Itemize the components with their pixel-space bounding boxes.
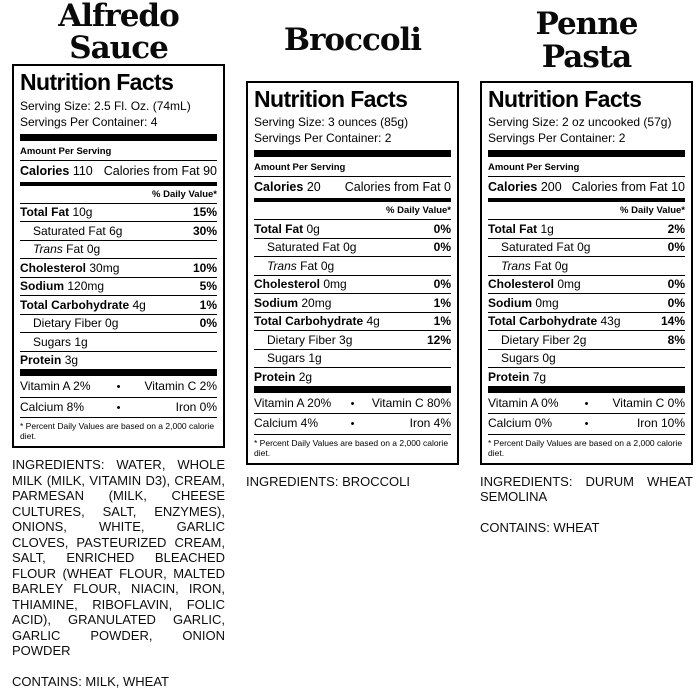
nutrient-row-total-fat: Total Fat 0g 0%: [254, 220, 451, 239]
calories-label: Calories: [254, 180, 304, 195]
nutrient-row-cholesterol: Cholesterol 0mg 0%: [488, 276, 685, 295]
nutrient-row-saturated-fat: Saturated Fat 6g 30%: [20, 222, 217, 241]
nutrient-row-cholesterol: Cholesterol 30mg 10%: [20, 259, 217, 278]
mineral-row: Calcium 4% • Iron 4%: [254, 414, 451, 435]
calories-label: Calories: [488, 180, 538, 195]
nutrition-label-alfredo-sauce: Nutrition Facts Serving Size: 2.5 Fl. Oz…: [12, 64, 225, 449]
nutrient-row-sugars: Sugars 1g: [254, 350, 451, 369]
calories-value: Calories 200: [488, 180, 562, 195]
nutrient-row-protein: Protein 7g: [488, 369, 547, 384]
bullet-icon: •: [116, 381, 121, 394]
daily-value-header: % Daily Value*: [488, 202, 685, 221]
servings-per-container: Servings Per Container: 2: [254, 131, 392, 146]
nutrient-row-protein: Protein 3g: [20, 353, 79, 368]
calories-from-fat: Calories from Fat 10: [571, 180, 685, 195]
thick-divider-bar: [254, 150, 451, 158]
nutrient-row-total-carbohydrate: Total Carbohydrate 4g 1%: [254, 313, 451, 332]
nutrition-label-penne-pasta: Nutrition Facts Serving Size: 2 oz uncoo…: [480, 81, 693, 465]
nutrition-facts-heading: Nutrition Facts: [488, 86, 642, 112]
nutrition-labels-page: Alfredo Sauce Nutrition Facts Serving Si…: [12, 0, 693, 689]
nutrient-row-trans-fat: Trans Fat 0g: [20, 241, 217, 260]
calories-value: Calories 20: [254, 180, 321, 195]
contains-text: CONTAINS: MILK, WHEAT: [12, 673, 169, 689]
nutrient-row-saturated-fat: Saturated Fat 0g 0%: [254, 239, 451, 258]
vitamin-row: Vitamin A 20% • Vitamin C 80%: [254, 394, 451, 415]
thick-divider-bar: [20, 133, 217, 141]
nutrient-row-total-fat: Total Fat 10g 15%: [20, 204, 217, 223]
nutrient-row-sugars: Sugars 1g: [20, 333, 217, 352]
ingredients-text: INGREDIENTS: WATER, WHOLE MILK (MILK, VI…: [12, 457, 225, 659]
thick-divider-bar: [20, 369, 217, 377]
calories-from-fat: Calories from Fat 0: [344, 180, 451, 195]
servings-per-container: Servings Per Container: 2: [488, 131, 626, 146]
thick-divider-bar: [488, 385, 685, 393]
nutrient-row-sodium: Sodium 0mg 0%: [488, 294, 685, 313]
bullet-icon: •: [350, 418, 355, 431]
calories-from-fat: Calories from Fat 90: [103, 163, 217, 178]
column-alfredo-sauce: Alfredo Sauce Nutrition Facts Serving Si…: [12, 0, 225, 689]
calories-row: Calories 200 Calories from Fat 10: [488, 177, 685, 197]
bullet-icon: •: [584, 397, 589, 410]
daily-value-header: % Daily Value*: [254, 202, 451, 221]
vitamin-row: Vitamin A 0% • Vitamin C 0%: [488, 394, 685, 415]
nutrient-row-sodium: Sodium 20mg 1%: [254, 294, 451, 313]
food-title-broccoli: Broccoli: [283, 22, 422, 59]
nutrient-row-total-fat: Total Fat 1g 2%: [488, 220, 685, 239]
bullet-icon: •: [116, 401, 121, 414]
servings-per-container: Servings Per Container: 4: [20, 114, 158, 129]
nutrient-row-dietary-fiber: Dietary Fiber 2g 8%: [488, 331, 685, 350]
ingredients-text: INGREDIENTS: BROCCOLI: [246, 473, 410, 489]
contains-text: CONTAINS: WHEAT: [480, 519, 600, 535]
nutrient-row-sugars: Sugars 0g: [488, 350, 685, 369]
daily-value-header: % Daily Value*: [20, 186, 217, 204]
nutrient-row-total-carbohydrate: Total Carbohydrate 43g 14%: [488, 313, 685, 332]
ingredients-text: INGREDIENTS: DURUM WHEAT SEMOLINA: [480, 473, 693, 505]
serving-size: Serving Size: 2 oz uncooked (57g): [488, 115, 672, 130]
thick-divider-bar: [488, 150, 685, 158]
daily-value-footnote: * Percent Daily Values are based on a 2,…: [20, 421, 215, 442]
mineral-row: Calcium 8% • Iron 0%: [20, 398, 217, 419]
medium-divider-bar: [20, 181, 217, 186]
medium-divider-bar: [488, 198, 685, 203]
bullet-icon: •: [584, 418, 589, 431]
nutrition-facts-heading: Nutrition Facts: [254, 86, 408, 112]
calories-label: Calories: [20, 163, 70, 178]
thick-divider-bar: [254, 385, 451, 393]
amount-per-serving-label: Amount Per Serving: [20, 144, 217, 161]
nutrient-row-trans-fat: Trans Fat 0g: [254, 257, 451, 276]
calories-row: Calories 110 Calories from Fat 90: [20, 161, 217, 181]
bullet-icon: •: [350, 397, 355, 410]
calories-value: Calories 110: [20, 163, 93, 178]
column-penne-pasta: Penne Pasta Nutrition Facts Serving Size…: [480, 0, 693, 611]
nutrition-facts-heading: Nutrition Facts: [20, 69, 174, 96]
nutrition-label-broccoli: Nutrition Facts Serving Size: 3 ounces (…: [246, 81, 459, 465]
serving-size: Serving Size: 2.5 Fl. Oz. (74mL): [20, 98, 191, 113]
nutrient-row-sodium: Sodium 120mg 5%: [20, 278, 217, 297]
serving-size: Serving Size: 3 ounces (85g): [254, 115, 409, 130]
food-title-penne-pasta: Penne Pasta: [535, 6, 638, 75]
nutrient-row-trans-fat: Trans Fat 0g: [488, 257, 685, 276]
daily-value-footnote: * Percent Daily Values are based on a 2,…: [488, 437, 683, 458]
nutrient-row-protein: Protein 2g: [254, 369, 313, 384]
calories-row: Calories 20 Calories from Fat 0: [254, 177, 451, 197]
nutrient-row-cholesterol: Cholesterol 0mg 0%: [254, 276, 451, 295]
medium-divider-bar: [254, 198, 451, 203]
nutrient-row-total-carbohydrate: Total Carbohydrate 4g 1%: [20, 296, 217, 315]
mineral-row: Calcium 0% • Iron 10%: [488, 414, 685, 435]
nutrient-row-dietary-fiber: Dietary Fiber 3g 12%: [254, 331, 451, 350]
nutrient-row-saturated-fat: Saturated Fat 0g 0%: [488, 239, 685, 258]
amount-per-serving-label: Amount Per Serving: [254, 160, 451, 178]
vitamin-row: Vitamin A 2% • Vitamin C 2%: [20, 377, 217, 398]
nutrient-row-dietary-fiber: Dietary Fiber 0g 0%: [20, 315, 217, 334]
daily-value-footnote: * Percent Daily Values are based on a 2,…: [254, 437, 449, 458]
column-broccoli: Broccoli Nutrition Facts Serving Size: 3…: [246, 0, 459, 611]
food-title-alfredo-sauce: Alfredo Sauce: [58, 0, 180, 67]
amount-per-serving-label: Amount Per Serving: [488, 160, 685, 178]
